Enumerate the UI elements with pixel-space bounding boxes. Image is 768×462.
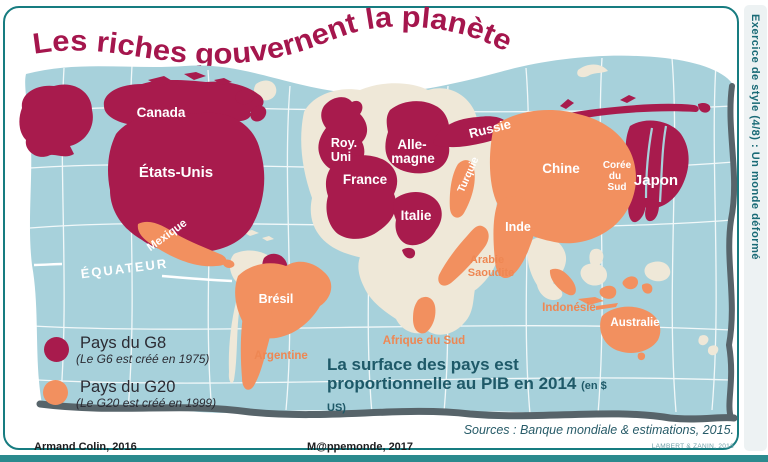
country-turkey	[449, 160, 475, 218]
caption-suffix: (en $ US)	[327, 380, 607, 414]
wave-decoration	[577, 64, 608, 78]
country-india	[493, 196, 536, 279]
label-uk-1: Roy.	[331, 136, 357, 150]
credit-journal: M@ppemonde, 2017	[306, 441, 414, 453]
label-brazil: Brésil	[259, 292, 294, 306]
series-sidebar: Exercice de style (4/8) : Un monde défor…	[744, 5, 767, 451]
region-chile	[228, 302, 240, 383]
country-japan	[625, 120, 689, 209]
legend-g20-label: Pays du G20	[80, 378, 176, 396]
country-south-africa	[413, 296, 436, 334]
legend-g20-swatch	[43, 380, 68, 405]
region-borneo	[580, 263, 607, 286]
series-sidebar-text: Exercice de style (4/8) : Un monde défor…	[749, 14, 761, 260]
country-italy	[393, 192, 442, 246]
bottom-accent-bar	[0, 455, 768, 462]
label-argentina: Argentine	[254, 350, 308, 362]
country-alaska	[19, 84, 93, 157]
map-edge	[36, 83, 738, 423]
country-germany	[385, 101, 450, 174]
credit-authors: LAMBERT & ZANIN, 2016	[651, 443, 734, 450]
label-korea-1: Corée	[603, 160, 632, 171]
country-south-korea	[604, 146, 632, 205]
label-uk-2: Uni	[331, 150, 351, 164]
g20-countries	[137, 110, 661, 390]
label-indonesia: Indonésie	[542, 302, 596, 314]
region-new-guinea	[644, 261, 671, 282]
page-title: Les riches gouvernent la planète	[31, 1, 517, 70]
sources-note: Sources : Banque mondiale & estimations,…	[463, 423, 734, 437]
country-argentina	[240, 296, 273, 390]
region-philippines	[589, 248, 604, 267]
legend-g20-note: (Le G20 est créé en 1999)	[76, 396, 217, 410]
region-se-asia	[527, 236, 567, 301]
country-uk	[318, 97, 368, 173]
credit-publisher: Armand Colin, 2016	[34, 441, 137, 453]
caption-line1: La surface des pays est	[327, 355, 519, 374]
label-germany-2: magne	[391, 151, 435, 166]
g8-countries	[19, 72, 711, 283]
country-mexico	[137, 221, 227, 267]
country-australia	[600, 306, 661, 353]
region-madagascar	[434, 284, 449, 311]
country-usa	[108, 112, 265, 254]
caption-line2: proportionnelle au PIB en 2014	[327, 374, 577, 393]
label-germany-1: Alle-	[397, 137, 426, 152]
legend-g8-note: (Le G6 est créé en 1975)	[76, 352, 210, 366]
map-caption: La surface des pays est proportionnelle …	[327, 355, 627, 418]
region-new-zealand	[698, 335, 709, 346]
label-korea-2: du	[609, 171, 621, 182]
label-italy: Italie	[401, 208, 432, 223]
label-saudi-1: Arabie	[470, 254, 504, 266]
japan-straits	[644, 125, 668, 203]
label-india: Inde	[505, 220, 531, 234]
label-usa: États-Unis	[139, 164, 213, 181]
label-australia: Australie	[610, 317, 659, 329]
label-south-africa: Afrique du Sud	[383, 335, 465, 347]
legend-g8-swatch	[44, 337, 69, 362]
label-france: France	[343, 172, 388, 187]
label-japan: Japon	[634, 172, 678, 189]
legend-g8-label: Pays du G8	[80, 334, 167, 352]
label-china: Chine	[542, 161, 580, 176]
label-canada: Canada	[137, 105, 186, 120]
country-saudi-arabia	[438, 225, 489, 286]
country-indonesia	[549, 268, 576, 296]
country-france	[325, 155, 398, 239]
label-saudi-2: Saoudite	[468, 267, 514, 279]
label-korea-3: Sud	[608, 182, 627, 193]
